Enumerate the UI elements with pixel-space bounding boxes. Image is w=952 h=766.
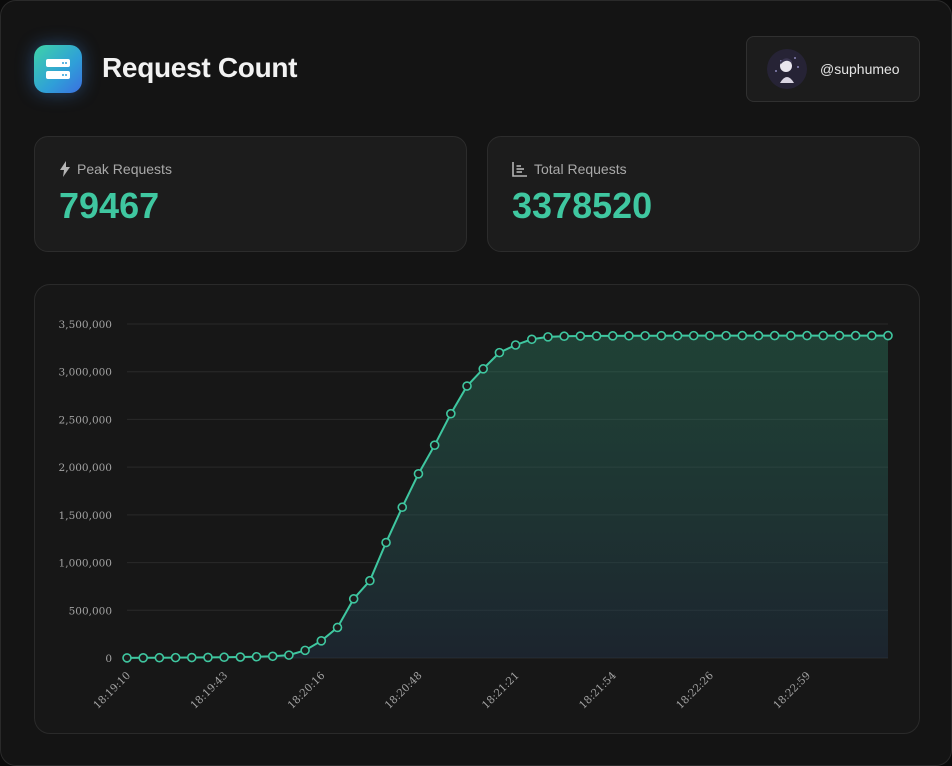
data-point <box>575 331 586 341</box>
bar-chart-icon <box>512 161 528 177</box>
data-point <box>737 330 748 341</box>
x-tick-label: 18:21:54 <box>577 669 619 711</box>
data-point <box>672 330 683 341</box>
data-point <box>494 347 505 358</box>
data-point <box>688 330 699 341</box>
y-tick-label: 0 <box>105 653 112 665</box>
data-point <box>510 340 521 350</box>
server-icon <box>34 45 82 93</box>
data-point <box>656 330 667 341</box>
data-point <box>607 331 618 341</box>
data-point <box>721 330 731 341</box>
data-point <box>818 330 829 341</box>
data-point <box>267 651 278 662</box>
total-requests-header: Total Requests <box>512 161 627 177</box>
chart-canvas: 0 500,000 1,000,000 1,500,000 2,000,000 2,500… <box>59 319 893 712</box>
data-point <box>186 652 197 663</box>
peak-requests-header: Peak Requests <box>59 161 172 177</box>
data-point <box>284 650 294 660</box>
x-tick-label: 18:22:26 <box>674 669 716 711</box>
data-point <box>705 330 715 341</box>
data-point <box>559 331 569 342</box>
data-point <box>543 332 553 342</box>
data-point <box>348 594 359 604</box>
peak-requests-label: Peak Requests <box>77 161 172 177</box>
y-tick-label: 1,500,000 <box>59 510 112 522</box>
data-point <box>397 502 408 513</box>
y-tick-label: 3,500,000 <box>59 319 112 331</box>
data-point <box>478 364 489 374</box>
user-profile-button[interactable]: @suphumeo <box>746 36 920 102</box>
data-point <box>203 652 213 663</box>
header: Request Count @suphumeo <box>34 36 920 102</box>
data-point <box>235 652 246 662</box>
data-point <box>122 653 132 663</box>
data-point <box>591 331 602 341</box>
data-point <box>802 330 812 341</box>
data-point <box>446 408 456 419</box>
data-point <box>154 652 165 663</box>
data-point <box>300 645 310 656</box>
data-point <box>381 537 391 548</box>
page-title: Request Count <box>102 52 298 83</box>
data-point <box>138 653 148 663</box>
data-point <box>769 330 780 341</box>
data-point <box>170 652 181 663</box>
data-point <box>219 652 229 663</box>
x-tick-label: 18:19:43 <box>188 670 230 712</box>
total-requests-label: Total Requests <box>534 161 627 177</box>
data-point <box>526 334 537 345</box>
y-tick-label: 3,000,000 <box>59 367 112 379</box>
data-point <box>251 651 262 662</box>
y-tick-label: 2,000,000 <box>59 462 112 474</box>
data-point <box>883 330 893 341</box>
data-point <box>316 636 327 646</box>
x-tick-label: 18:20:16 <box>286 669 328 711</box>
peak-requests-value: 79467 <box>59 185 160 226</box>
data-point <box>640 330 650 341</box>
data-point <box>429 440 440 450</box>
x-tick-label: 18:22:59 <box>771 670 813 712</box>
data-point <box>365 575 375 586</box>
avatar <box>767 49 807 89</box>
bolt-icon <box>59 161 71 177</box>
y-tick-label: 2,500,000 <box>59 414 112 426</box>
data-point <box>624 330 634 341</box>
data-point <box>413 469 424 479</box>
x-tick-label: 18:19:10 <box>91 670 133 712</box>
y-tick-label: 500,000 <box>69 605 112 617</box>
total-requests-value: 3378520 <box>512 185 653 226</box>
data-point <box>332 622 343 633</box>
data-point <box>834 330 845 341</box>
data-point <box>462 381 472 391</box>
username: @suphumeo <box>820 61 900 77</box>
request-count-chart: 0 500,000 1,000,000 1,500,000 2,000,000 2,500… <box>34 284 920 734</box>
peak-requests-card: Peak Requests 79467 <box>34 136 467 252</box>
data-point <box>850 330 861 341</box>
x-tick-label: 18:20:48 <box>383 670 425 712</box>
y-tick-label: 1,000,000 <box>59 558 112 570</box>
total-requests-card: Total Requests 3378520 <box>487 136 920 252</box>
x-tick-label: 18:21:21 <box>480 670 522 712</box>
area-fill <box>127 335 888 658</box>
data-point <box>786 330 796 341</box>
data-point <box>867 330 877 341</box>
data-point <box>753 330 764 341</box>
